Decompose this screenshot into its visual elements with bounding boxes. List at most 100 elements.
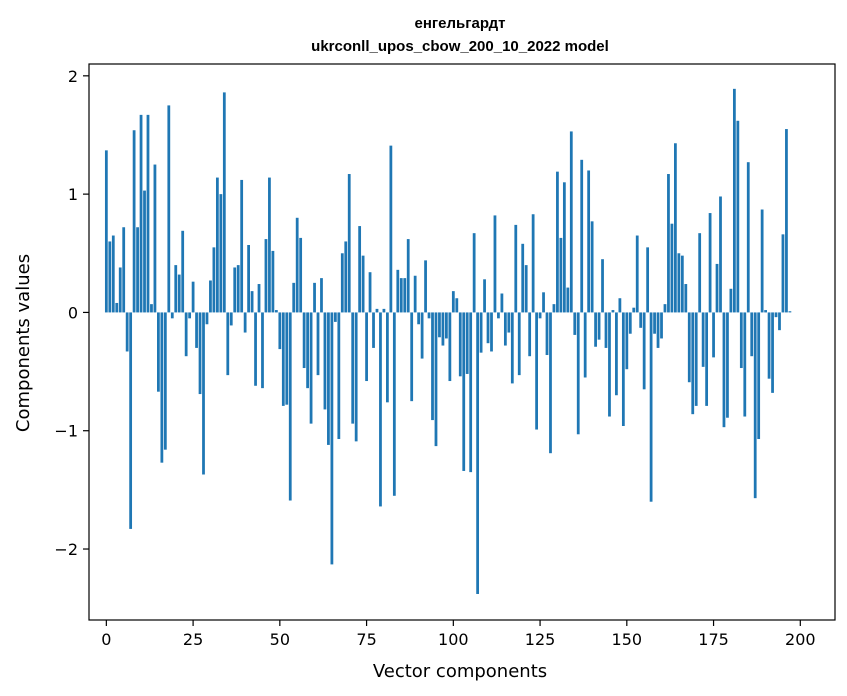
bar — [188, 312, 192, 319]
bar — [181, 230, 185, 313]
bar — [372, 312, 375, 348]
bar — [209, 280, 212, 313]
bar — [611, 310, 615, 313]
bar — [708, 213, 712, 313]
bar — [257, 284, 261, 313]
bar — [712, 312, 715, 358]
bar — [785, 129, 788, 313]
bar — [344, 241, 348, 313]
bar — [750, 312, 754, 357]
bar — [274, 310, 278, 313]
bar — [670, 223, 674, 313]
bar — [573, 312, 577, 335]
bar — [299, 237, 303, 313]
bar — [170, 312, 174, 319]
y-axis-ticks: −2 −1 0 1 2 — [54, 67, 89, 559]
bar — [261, 312, 264, 389]
bar — [469, 312, 473, 473]
bar — [285, 312, 289, 405]
bar — [722, 312, 726, 428]
bar — [535, 312, 538, 430]
bar — [236, 265, 240, 313]
bar — [153, 164, 157, 313]
bar — [420, 312, 424, 359]
bar — [143, 190, 146, 313]
bar — [323, 312, 327, 410]
bar — [781, 234, 785, 313]
x-tick-label: 175 — [698, 630, 729, 649]
bar — [445, 312, 448, 339]
bar — [316, 312, 320, 376]
bar — [604, 312, 608, 348]
bar — [271, 250, 275, 313]
bar — [778, 312, 781, 331]
bar — [566, 287, 570, 313]
bar — [278, 312, 282, 350]
bar — [465, 312, 469, 374]
bar — [157, 312, 160, 392]
bar — [472, 233, 476, 313]
bar — [677, 253, 681, 313]
bar — [302, 312, 306, 369]
bar — [115, 302, 119, 313]
bar — [399, 278, 403, 313]
bar — [788, 311, 792, 313]
bar — [514, 224, 518, 313]
bar — [288, 312, 292, 501]
bar — [479, 312, 483, 353]
bar — [340, 253, 344, 313]
bar — [562, 182, 566, 313]
bar — [503, 312, 507, 346]
bar — [528, 312, 532, 357]
bar — [642, 312, 646, 390]
bar — [483, 279, 486, 313]
bar — [667, 174, 670, 313]
bar — [250, 291, 254, 313]
bar — [663, 304, 667, 313]
bar — [771, 312, 774, 393]
bar — [427, 312, 431, 319]
bar — [125, 312, 129, 352]
bar — [764, 310, 767, 313]
bar — [698, 233, 702, 313]
bar — [406, 239, 410, 313]
bar — [254, 312, 257, 386]
bar — [590, 221, 594, 313]
bar — [229, 312, 233, 326]
bar — [212, 247, 216, 313]
bar — [268, 177, 271, 313]
bar — [392, 312, 396, 496]
bar — [177, 274, 181, 313]
bar — [431, 312, 434, 421]
bar — [729, 288, 733, 313]
bar — [552, 304, 556, 313]
bar — [365, 312, 368, 382]
bar — [476, 312, 480, 594]
bar — [521, 243, 525, 313]
bar — [202, 312, 205, 475]
bar — [625, 312, 629, 370]
bar — [104, 150, 108, 313]
bar — [601, 259, 604, 313]
bar — [569, 131, 573, 313]
bar — [122, 227, 126, 313]
bar — [542, 292, 545, 313]
bar — [368, 272, 372, 313]
bar — [705, 312, 709, 406]
bar — [531, 214, 535, 313]
bar — [497, 312, 500, 319]
bar — [410, 312, 414, 402]
bar — [295, 217, 299, 313]
bar — [118, 267, 122, 313]
bar — [313, 282, 316, 313]
bar — [545, 312, 549, 356]
bar — [386, 312, 389, 403]
bar — [694, 312, 698, 406]
bar — [448, 312, 452, 382]
bar — [674, 143, 677, 313]
bar — [462, 312, 466, 471]
bar — [379, 312, 382, 507]
y-tick-label: 0 — [68, 303, 78, 322]
bar — [746, 162, 750, 313]
